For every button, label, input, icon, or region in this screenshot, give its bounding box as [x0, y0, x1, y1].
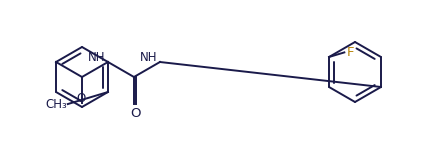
Text: O: O	[76, 92, 86, 105]
Text: NH: NH	[88, 51, 106, 64]
Text: O: O	[130, 107, 140, 120]
Text: NH: NH	[140, 51, 158, 64]
Text: F: F	[346, 46, 354, 59]
Text: CH₃: CH₃	[45, 98, 67, 111]
